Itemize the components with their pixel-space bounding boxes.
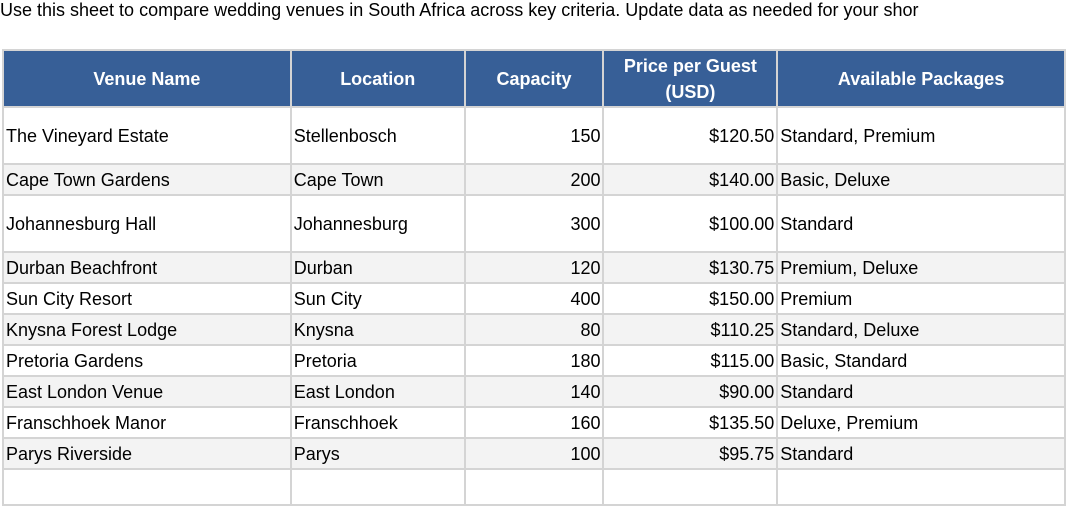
price-cell[interactable]: $130.75 <box>602 251 779 284</box>
header-row: Venue Name Location Capacity Price per G… <box>2 49 1066 108</box>
capacity-cell[interactable]: 120 <box>463 251 605 284</box>
table-row: East London Venue East London 140 $90.00… <box>2 375 1066 408</box>
venue-name-cell[interactable]: The Vineyard Estate <box>2 106 292 165</box>
venue-name-cell[interactable]: Johannesburg Hall <box>2 194 292 253</box>
location-cell[interactable]: Durban <box>289 251 466 284</box>
location-cell[interactable]: Johannesburg <box>289 194 466 253</box>
price-cell[interactable]: $110.25 <box>602 313 779 346</box>
table-row: Sun City Resort Sun City 400 $150.00 Pre… <box>2 282 1066 315</box>
venue-name-cell[interactable]: Cape Town Gardens <box>2 163 292 196</box>
empty-cell[interactable] <box>602 468 779 506</box>
table-row: Knysna Forest Lodge Knysna 80 $110.25 St… <box>2 313 1066 346</box>
location-cell[interactable]: Knysna <box>289 313 466 346</box>
location-cell[interactable]: Pretoria <box>289 344 466 377</box>
packages-cell[interactable]: Deluxe, Premium <box>776 406 1066 439</box>
venue-name-cell[interactable]: Franschhoek Manor <box>2 406 292 439</box>
table-row: Parys Riverside Parys 100 $95.75 Standar… <box>2 437 1066 470</box>
price-cell[interactable]: $95.75 <box>602 437 779 470</box>
venue-name-cell[interactable]: Durban Beachfront <box>2 251 292 284</box>
table-row: The Vineyard Estate Stellenbosch 150 $12… <box>2 106 1066 165</box>
location-cell[interactable]: Stellenbosch <box>289 106 466 165</box>
packages-cell[interactable]: Premium <box>776 282 1066 315</box>
header-capacity[interactable]: Capacity <box>463 49 605 108</box>
location-cell[interactable]: Sun City <box>289 282 466 315</box>
capacity-cell[interactable]: 400 <box>463 282 605 315</box>
capacity-cell[interactable]: 300 <box>463 194 605 253</box>
venue-name-cell[interactable]: Pretoria Gardens <box>2 344 292 377</box>
venue-name-cell[interactable]: Knysna Forest Lodge <box>2 313 292 346</box>
price-cell[interactable]: $100.00 <box>602 194 779 253</box>
packages-cell[interactable]: Standard <box>776 375 1066 408</box>
capacity-cell[interactable]: 160 <box>463 406 605 439</box>
header-location[interactable]: Location <box>289 49 466 108</box>
packages-cell[interactable]: Standard <box>776 437 1066 470</box>
empty-cell[interactable] <box>463 468 605 506</box>
empty-cell[interactable] <box>776 468 1066 506</box>
table-row: Pretoria Gardens Pretoria 180 $115.00 Ba… <box>2 344 1066 377</box>
packages-cell[interactable]: Standard, Deluxe <box>776 313 1066 346</box>
empty-cell[interactable] <box>2 468 292 506</box>
price-cell[interactable]: $140.00 <box>602 163 779 196</box>
venue-table: Venue Name Location Capacity Price per G… <box>2 49 1066 506</box>
capacity-cell[interactable]: 140 <box>463 375 605 408</box>
price-cell[interactable]: $120.50 <box>602 106 779 165</box>
capacity-cell[interactable]: 200 <box>463 163 605 196</box>
price-cell[interactable]: $135.50 <box>602 406 779 439</box>
packages-cell[interactable]: Premium, Deluxe <box>776 251 1066 284</box>
capacity-cell[interactable]: 100 <box>463 437 605 470</box>
empty-row <box>2 468 1066 506</box>
price-cell[interactable]: $150.00 <box>602 282 779 315</box>
table-row: Cape Town Gardens Cape Town 200 $140.00 … <box>2 163 1066 196</box>
table-row: Franschhoek Manor Franschhoek 160 $135.5… <box>2 406 1066 439</box>
price-cell[interactable]: $115.00 <box>602 344 779 377</box>
capacity-cell[interactable]: 150 <box>463 106 605 165</box>
table-row: Durban Beachfront Durban 120 $130.75 Pre… <box>2 251 1066 284</box>
header-venue-name[interactable]: Venue Name <box>2 49 292 108</box>
capacity-cell[interactable]: 80 <box>463 313 605 346</box>
header-price-per-guest[interactable]: Price per Guest (USD) <box>602 49 779 108</box>
packages-cell[interactable]: Basic, Deluxe <box>776 163 1066 196</box>
header-available-packages[interactable]: Available Packages <box>776 49 1066 108</box>
venue-name-cell[interactable]: East London Venue <box>2 375 292 408</box>
packages-cell[interactable]: Standard <box>776 194 1066 253</box>
price-cell[interactable]: $90.00 <box>602 375 779 408</box>
intro-text-cell[interactable]: Use this sheet to compare wedding venues… <box>0 0 919 20</box>
location-cell[interactable]: Parys <box>289 437 466 470</box>
venue-name-cell[interactable]: Parys Riverside <box>2 437 292 470</box>
location-cell[interactable]: Cape Town <box>289 163 466 196</box>
table-row: Johannesburg Hall Johannesburg 300 $100.… <box>2 194 1066 253</box>
location-cell[interactable]: East London <box>289 375 466 408</box>
location-cell[interactable]: Franschhoek <box>289 406 466 439</box>
capacity-cell[interactable]: 180 <box>463 344 605 377</box>
packages-cell[interactable]: Standard, Premium <box>776 106 1066 165</box>
empty-cell[interactable] <box>289 468 466 506</box>
packages-cell[interactable]: Basic, Standard <box>776 344 1066 377</box>
venue-name-cell[interactable]: Sun City Resort <box>2 282 292 315</box>
